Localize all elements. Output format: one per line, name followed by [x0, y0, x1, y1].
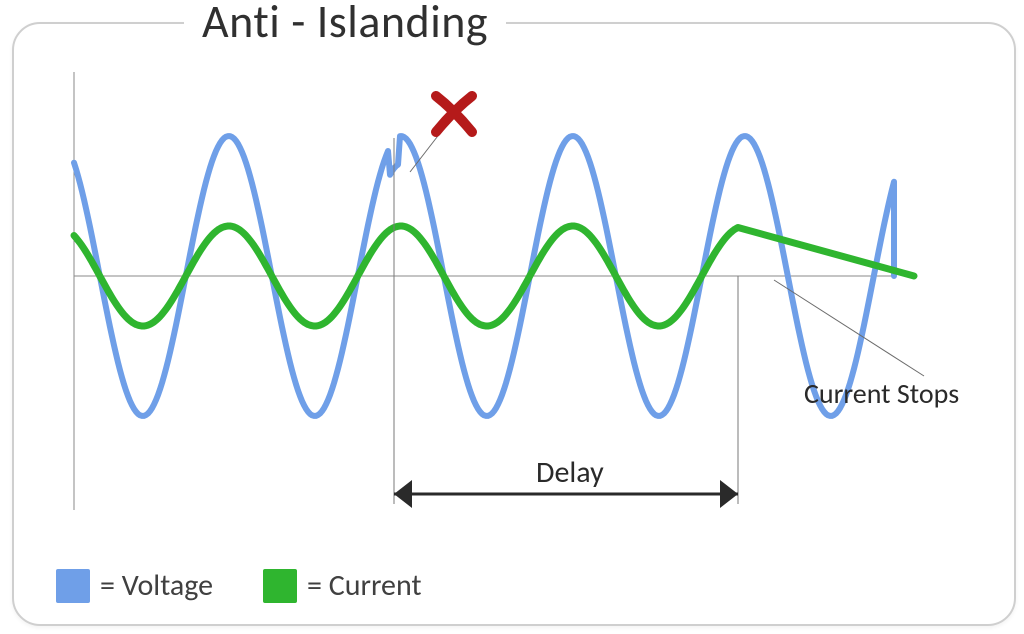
current-swatch — [263, 569, 297, 603]
delay-label: Delay — [526, 454, 614, 491]
legend-current-label: = Current — [307, 567, 421, 604]
legend-current: = Current — [263, 567, 421, 604]
title-container: Anti - Islanding — [184, 0, 506, 50]
legend-voltage: = Voltage — [56, 567, 213, 604]
legend-voltage-label: = Voltage — [100, 567, 213, 604]
current-stops-label: Current Stops — [804, 376, 959, 411]
diagram-title: Anti - Islanding — [202, 0, 488, 50]
voltage-swatch — [56, 569, 90, 603]
diagram-frame: Anti - Islanding Delay Current Stops = V… — [12, 22, 1016, 626]
waveform-plot — [54, 66, 974, 526]
legend: = Voltage = Current — [56, 567, 422, 604]
